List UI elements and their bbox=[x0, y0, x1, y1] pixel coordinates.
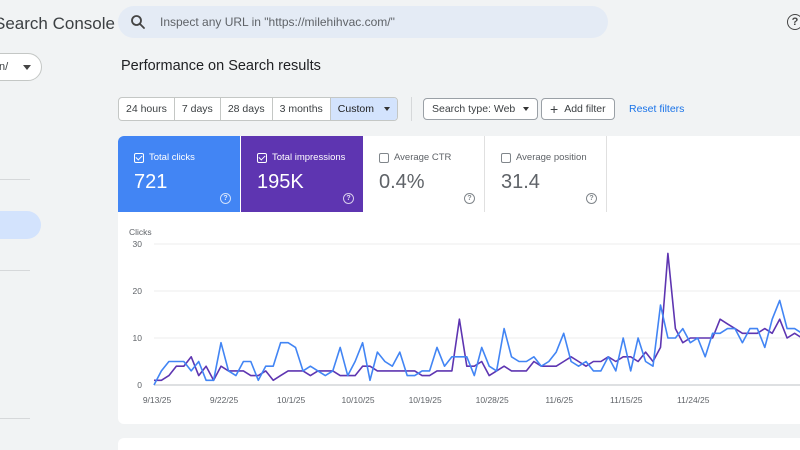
chart-y-tick-label: 10 bbox=[133, 333, 143, 343]
metric-value: 31.4 bbox=[501, 171, 540, 193]
url-inspect-input[interactable] bbox=[160, 15, 580, 29]
checkbox-icon[interactable] bbox=[379, 152, 389, 163]
metric-total-impressions[interactable]: Total impressions 195K ? bbox=[241, 136, 363, 212]
help-icon[interactable]: ? bbox=[787, 14, 800, 30]
checkbox-icon[interactable] bbox=[134, 152, 144, 163]
metric-value: 721 bbox=[134, 171, 168, 193]
sidebar-divider bbox=[0, 179, 30, 180]
chart-x-tick-label: 10/1/25 bbox=[277, 395, 306, 405]
metric-label: Average CTR bbox=[394, 152, 452, 163]
sidebar-divider bbox=[0, 418, 30, 419]
metric-total-clicks[interactable]: Total clicks 721 ? bbox=[118, 136, 240, 212]
date-option-28-days[interactable]: 28 days bbox=[221, 98, 273, 120]
metric-label: Total clicks bbox=[149, 152, 195, 163]
metric-average-ctr[interactable]: Average CTR 0.4% ? bbox=[363, 136, 485, 212]
chart-x-tick-label: 11/24/25 bbox=[677, 395, 710, 405]
search-type-filter[interactable]: Search type: Web bbox=[423, 98, 539, 120]
search-icon bbox=[131, 15, 145, 29]
metric-label: Total impressions bbox=[272, 152, 346, 163]
chart-y-tick-label: 0 bbox=[137, 380, 142, 390]
chart-x-tick-label: 10/10/25 bbox=[342, 395, 375, 405]
metric-label: Average position bbox=[516, 152, 587, 163]
chart-x-tick-label: 9/22/25 bbox=[210, 395, 239, 405]
property-label: n/ bbox=[0, 61, 9, 73]
help-icon[interactable]: ? bbox=[220, 193, 231, 204]
reset-filters-link[interactable]: Reset filters bbox=[629, 103, 685, 115]
help-icon[interactable]: ? bbox=[343, 193, 354, 204]
help-icon[interactable]: ? bbox=[586, 193, 597, 204]
url-inspect-bar[interactable] bbox=[118, 6, 608, 38]
metric-value: 0.4% bbox=[379, 171, 425, 193]
date-option-custom-label: Custom bbox=[337, 103, 374, 115]
sidebar: Search Console n/ bbox=[0, 0, 115, 450]
chart-y-axis-label: Clicks bbox=[129, 227, 152, 237]
property-selector[interactable]: n/ bbox=[0, 53, 42, 81]
chart-y-tick-label: 30 bbox=[133, 239, 143, 249]
plus-icon: + bbox=[550, 101, 559, 117]
chart-y-tick-label: 20 bbox=[133, 286, 143, 296]
date-option-custom[interactable]: Custom bbox=[330, 98, 397, 120]
chart-x-tick-label: 9/13/25 bbox=[143, 395, 172, 405]
chart-x-tick-label: 11/15/25 bbox=[610, 395, 643, 405]
chart-series-line-clicks bbox=[153, 299, 800, 386]
chevron-down-icon bbox=[383, 107, 390, 111]
next-card bbox=[118, 438, 800, 450]
help-icon[interactable]: ? bbox=[464, 193, 475, 204]
add-filter-label: Add filter bbox=[564, 103, 606, 115]
performance-chart: Clicks 0 10 20 30 9/13/25 9/22/25 10/1/25 10/10/… bbox=[129, 227, 800, 405]
checkbox-icon[interactable] bbox=[257, 152, 267, 163]
checkbox-icon[interactable] bbox=[501, 152, 511, 163]
chart-x-tick-label: 11/6/25 bbox=[545, 395, 573, 405]
date-range-selector: 24 hours 7 days 28 days 3 months Custom bbox=[118, 97, 398, 121]
date-option-7-days[interactable]: 7 days bbox=[175, 98, 221, 120]
add-filter-button[interactable]: + Add filter bbox=[541, 98, 615, 120]
performance-card: Total clicks 721 ? Total impressions 195… bbox=[118, 136, 800, 424]
sidebar-divider bbox=[0, 270, 30, 271]
metric-average-position[interactable]: Average position 31.4 ? bbox=[485, 136, 607, 212]
date-option-3-months[interactable]: 3 months bbox=[273, 98, 331, 120]
chart-x-tick-label: 10/19/25 bbox=[409, 395, 442, 405]
chevron-down-icon bbox=[523, 107, 530, 111]
date-option-24-hours[interactable]: 24 hours bbox=[119, 98, 175, 120]
chevron-down-icon bbox=[23, 65, 31, 70]
page-title: Performance on Search results bbox=[121, 58, 321, 74]
app-title: Search Console bbox=[0, 14, 115, 33]
sidebar-item-performance[interactable] bbox=[0, 211, 41, 239]
metric-value: 195K bbox=[257, 171, 304, 193]
search-type-label: Search type: Web bbox=[432, 103, 516, 115]
filter-divider bbox=[411, 97, 412, 121]
chart-x-tick-label: 10/28/25 bbox=[476, 395, 509, 405]
